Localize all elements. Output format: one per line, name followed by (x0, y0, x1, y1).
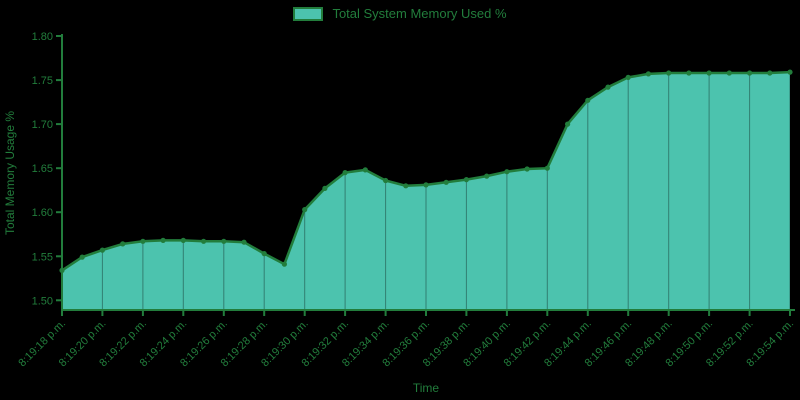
tick-marks (56, 35, 791, 316)
y-tick-label: 1.60 (32, 207, 53, 219)
y-tick-label: 1.65 (32, 163, 53, 175)
y-tick-label: 1.50 (32, 295, 53, 307)
y-tick-label: 1.70 (32, 119, 53, 131)
y-tick-label: 1.80 (32, 31, 53, 43)
legend: Total System Memory Used % (0, 7, 800, 21)
y-tick-label: 1.75 (32, 75, 53, 87)
legend-item-total-system-memory[interactable]: Total System Memory Used % (293, 6, 507, 21)
x-axis-title: Time (413, 381, 440, 395)
y-tick-label: 1.55 (32, 251, 53, 263)
y-axis-title: Total Memory Usage % (3, 111, 17, 235)
area-fill (62, 72, 790, 310)
data-point-markers (59, 69, 793, 273)
legend-label: Total System Memory Used % (332, 6, 507, 21)
legend-swatch (293, 7, 324, 21)
